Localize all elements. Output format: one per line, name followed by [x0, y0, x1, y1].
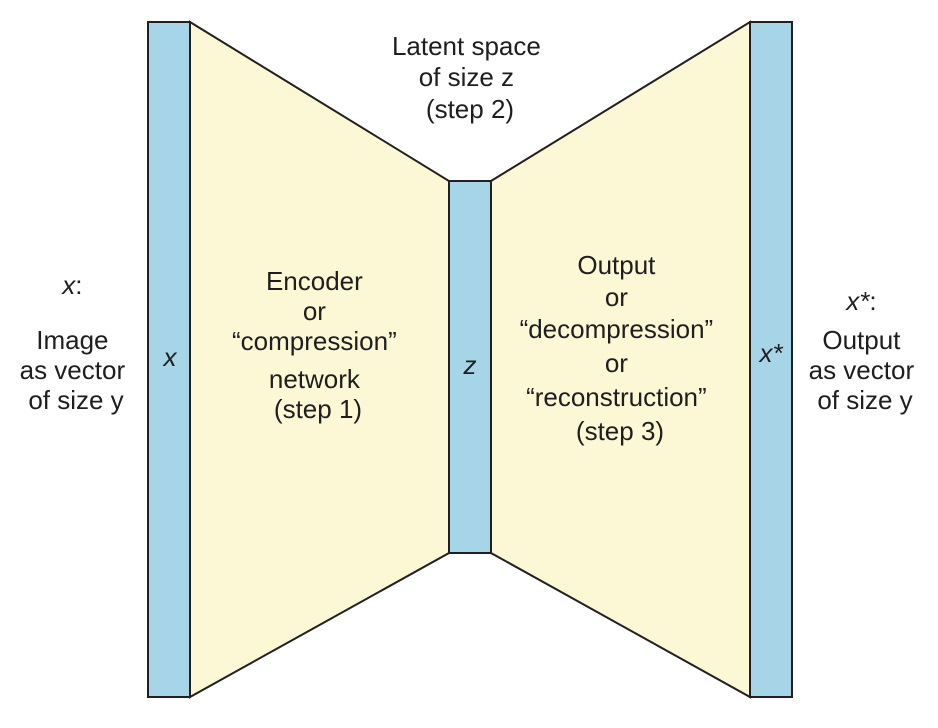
input-caption: x: Image as vector of size y	[20, 270, 133, 415]
output-caption-line: as vector	[809, 355, 915, 385]
decoder-label-line: or	[605, 282, 628, 312]
encoder-label-line: network	[269, 364, 361, 394]
input-vector-bar	[147, 21, 191, 698]
encoder-label-line: or	[303, 296, 326, 326]
output-caption-line: Output	[822, 325, 901, 355]
decoder-label-line: (step 3)	[576, 416, 664, 446]
latent-caption-line: (step 2)	[426, 94, 514, 124]
latent-bar-label: z	[463, 350, 477, 380]
decoder-label: Output or “decompression” or “reconstruc…	[520, 250, 721, 446]
decoder-label-line: “reconstruction”	[526, 382, 707, 412]
output-bar-label: x*	[757, 338, 783, 368]
latent-caption-line: Latent space	[392, 31, 541, 61]
output-caption: x*: Output as vector of size y	[809, 286, 922, 415]
encoder-trapezoid	[189, 20, 450, 699]
decoder-label-line: Output	[577, 250, 656, 280]
output-vector-bar	[749, 21, 793, 698]
encoder-label-line: “compression”	[232, 326, 397, 356]
latent-vector-bar	[448, 180, 492, 554]
decoder-label-line: or	[605, 348, 628, 378]
encoder-label-line: Encoder	[266, 266, 363, 296]
latent-caption-line: of size z	[419, 62, 514, 92]
output-caption-colon: :	[869, 286, 876, 316]
output-caption-var: x*	[844, 286, 870, 316]
output-caption-line: of size y	[817, 385, 912, 415]
encoder-label: Encoder or “compression” network (step 1…	[232, 266, 404, 424]
latent-caption: Latent space of size z (step 2)	[392, 31, 548, 124]
input-caption-line: of size y	[28, 385, 123, 415]
input-caption-line: Image	[36, 325, 108, 355]
encoder-label-line: (step 1)	[274, 394, 362, 424]
input-caption-line: as vector	[20, 355, 126, 385]
input-caption-colon: :	[75, 270, 82, 300]
decoder-label-line: “decompression”	[520, 314, 714, 344]
input-caption-var: x	[60, 270, 76, 300]
input-bar-label: x	[162, 342, 178, 372]
